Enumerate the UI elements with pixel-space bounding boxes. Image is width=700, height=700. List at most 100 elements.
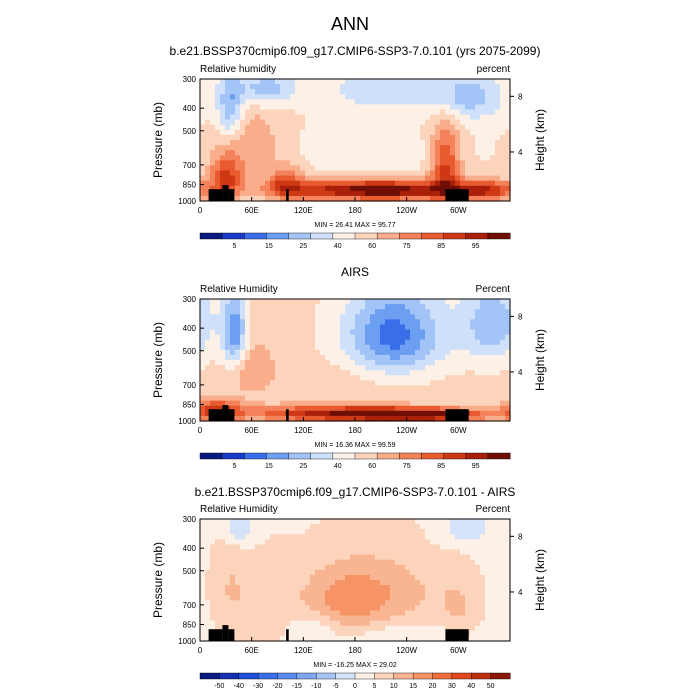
contour-cell bbox=[205, 354, 211, 361]
contour-cell bbox=[465, 309, 471, 315]
contour-cell bbox=[285, 175, 291, 182]
contour-cell bbox=[290, 529, 296, 535]
contour-cell bbox=[375, 595, 381, 601]
contour-cell bbox=[240, 190, 246, 197]
contour-cell bbox=[490, 544, 496, 551]
contour-cell bbox=[270, 190, 276, 197]
contour-cell bbox=[455, 620, 461, 627]
contour-cell bbox=[465, 349, 471, 356]
contour-cell bbox=[295, 354, 301, 361]
contour-cell bbox=[375, 410, 381, 417]
contour-cell bbox=[370, 170, 376, 177]
contour-cell bbox=[395, 544, 401, 551]
contour-cell bbox=[290, 160, 296, 167]
contour-cell bbox=[300, 339, 306, 346]
contour-cell bbox=[430, 365, 436, 371]
contour-cell bbox=[240, 625, 246, 632]
contour-cell bbox=[205, 580, 211, 586]
contour-cell bbox=[370, 94, 376, 100]
contour-cell bbox=[260, 99, 266, 106]
contour-cell bbox=[370, 410, 376, 417]
contour-cell bbox=[475, 595, 481, 601]
contour-cell bbox=[500, 185, 506, 192]
contour-cell bbox=[200, 574, 206, 581]
contour-cell bbox=[405, 635, 411, 642]
contour-cell bbox=[405, 410, 411, 417]
contour-cell bbox=[365, 344, 371, 351]
contour-cell bbox=[260, 620, 266, 627]
contour-cell bbox=[435, 134, 441, 141]
contour-cell bbox=[280, 329, 286, 336]
contour-cell bbox=[275, 415, 281, 422]
contour-cell bbox=[465, 150, 471, 156]
contour-cell bbox=[345, 360, 351, 366]
contour-cell bbox=[465, 339, 471, 346]
contour-cell bbox=[435, 79, 441, 85]
contour-cell bbox=[265, 375, 271, 381]
contour-cell bbox=[225, 400, 231, 407]
contour-cell bbox=[275, 334, 281, 341]
contour-cell bbox=[475, 395, 481, 402]
contour-cell bbox=[475, 410, 481, 417]
contour-cell bbox=[495, 195, 501, 202]
contour-cell bbox=[245, 84, 251, 90]
contour-cell bbox=[245, 145, 251, 151]
contour-cell bbox=[485, 625, 491, 632]
contour-cell bbox=[390, 534, 396, 540]
contour-cell bbox=[410, 175, 416, 182]
contour-cell bbox=[450, 519, 456, 525]
contour-cell bbox=[250, 580, 256, 586]
contour-cell bbox=[410, 615, 416, 622]
contour-cell bbox=[390, 410, 396, 417]
contour-cell bbox=[405, 124, 411, 131]
contour-cell bbox=[340, 140, 346, 146]
contour-cell bbox=[430, 190, 436, 197]
contour-cell bbox=[205, 99, 211, 106]
contour-cell bbox=[405, 119, 411, 126]
contour-cell bbox=[400, 380, 406, 387]
contour-cell bbox=[400, 150, 406, 156]
contour-cell bbox=[305, 400, 311, 407]
contour-cell bbox=[330, 549, 336, 556]
contour-cell bbox=[460, 175, 466, 182]
contour-cell bbox=[490, 344, 496, 351]
contour-cell bbox=[475, 344, 481, 351]
contour-cell bbox=[300, 519, 306, 525]
contour-cell bbox=[415, 304, 421, 310]
contour-cell bbox=[380, 524, 386, 530]
contour-cell bbox=[485, 129, 491, 136]
contour-cell bbox=[200, 94, 206, 100]
contour-cell bbox=[325, 625, 331, 632]
contour-cell bbox=[235, 339, 241, 346]
contour-cell bbox=[345, 595, 351, 601]
colorbar-label: 95 bbox=[472, 463, 480, 470]
contour-cell bbox=[465, 380, 471, 387]
contour-cell bbox=[490, 99, 496, 106]
contour-cell bbox=[400, 180, 406, 187]
contour-cell bbox=[395, 185, 401, 192]
contour-cell bbox=[370, 559, 376, 566]
contour-cell bbox=[425, 574, 431, 581]
contour-cell bbox=[400, 600, 406, 607]
contour-cell bbox=[275, 544, 281, 551]
contour-cell bbox=[400, 119, 406, 126]
contour-cell bbox=[410, 104, 416, 111]
contour-cell bbox=[280, 309, 286, 315]
contour-cell bbox=[310, 385, 316, 392]
contour-cell bbox=[320, 299, 326, 305]
contour-cell bbox=[360, 600, 366, 607]
contour-cell bbox=[445, 574, 451, 581]
contour-cell bbox=[265, 590, 271, 596]
contour-cell bbox=[500, 615, 506, 622]
contour-cell bbox=[345, 180, 351, 187]
colorbar-swatch bbox=[376, 452, 400, 460]
contour-cell bbox=[320, 309, 326, 315]
contour-cell bbox=[425, 109, 431, 116]
contour-cell bbox=[335, 415, 341, 422]
contour-cell bbox=[385, 170, 391, 177]
contour-cell bbox=[405, 549, 411, 556]
contour-cell bbox=[380, 585, 386, 591]
contour-cell bbox=[410, 554, 416, 561]
contour-cell bbox=[450, 529, 456, 535]
contour-cell bbox=[295, 415, 301, 422]
